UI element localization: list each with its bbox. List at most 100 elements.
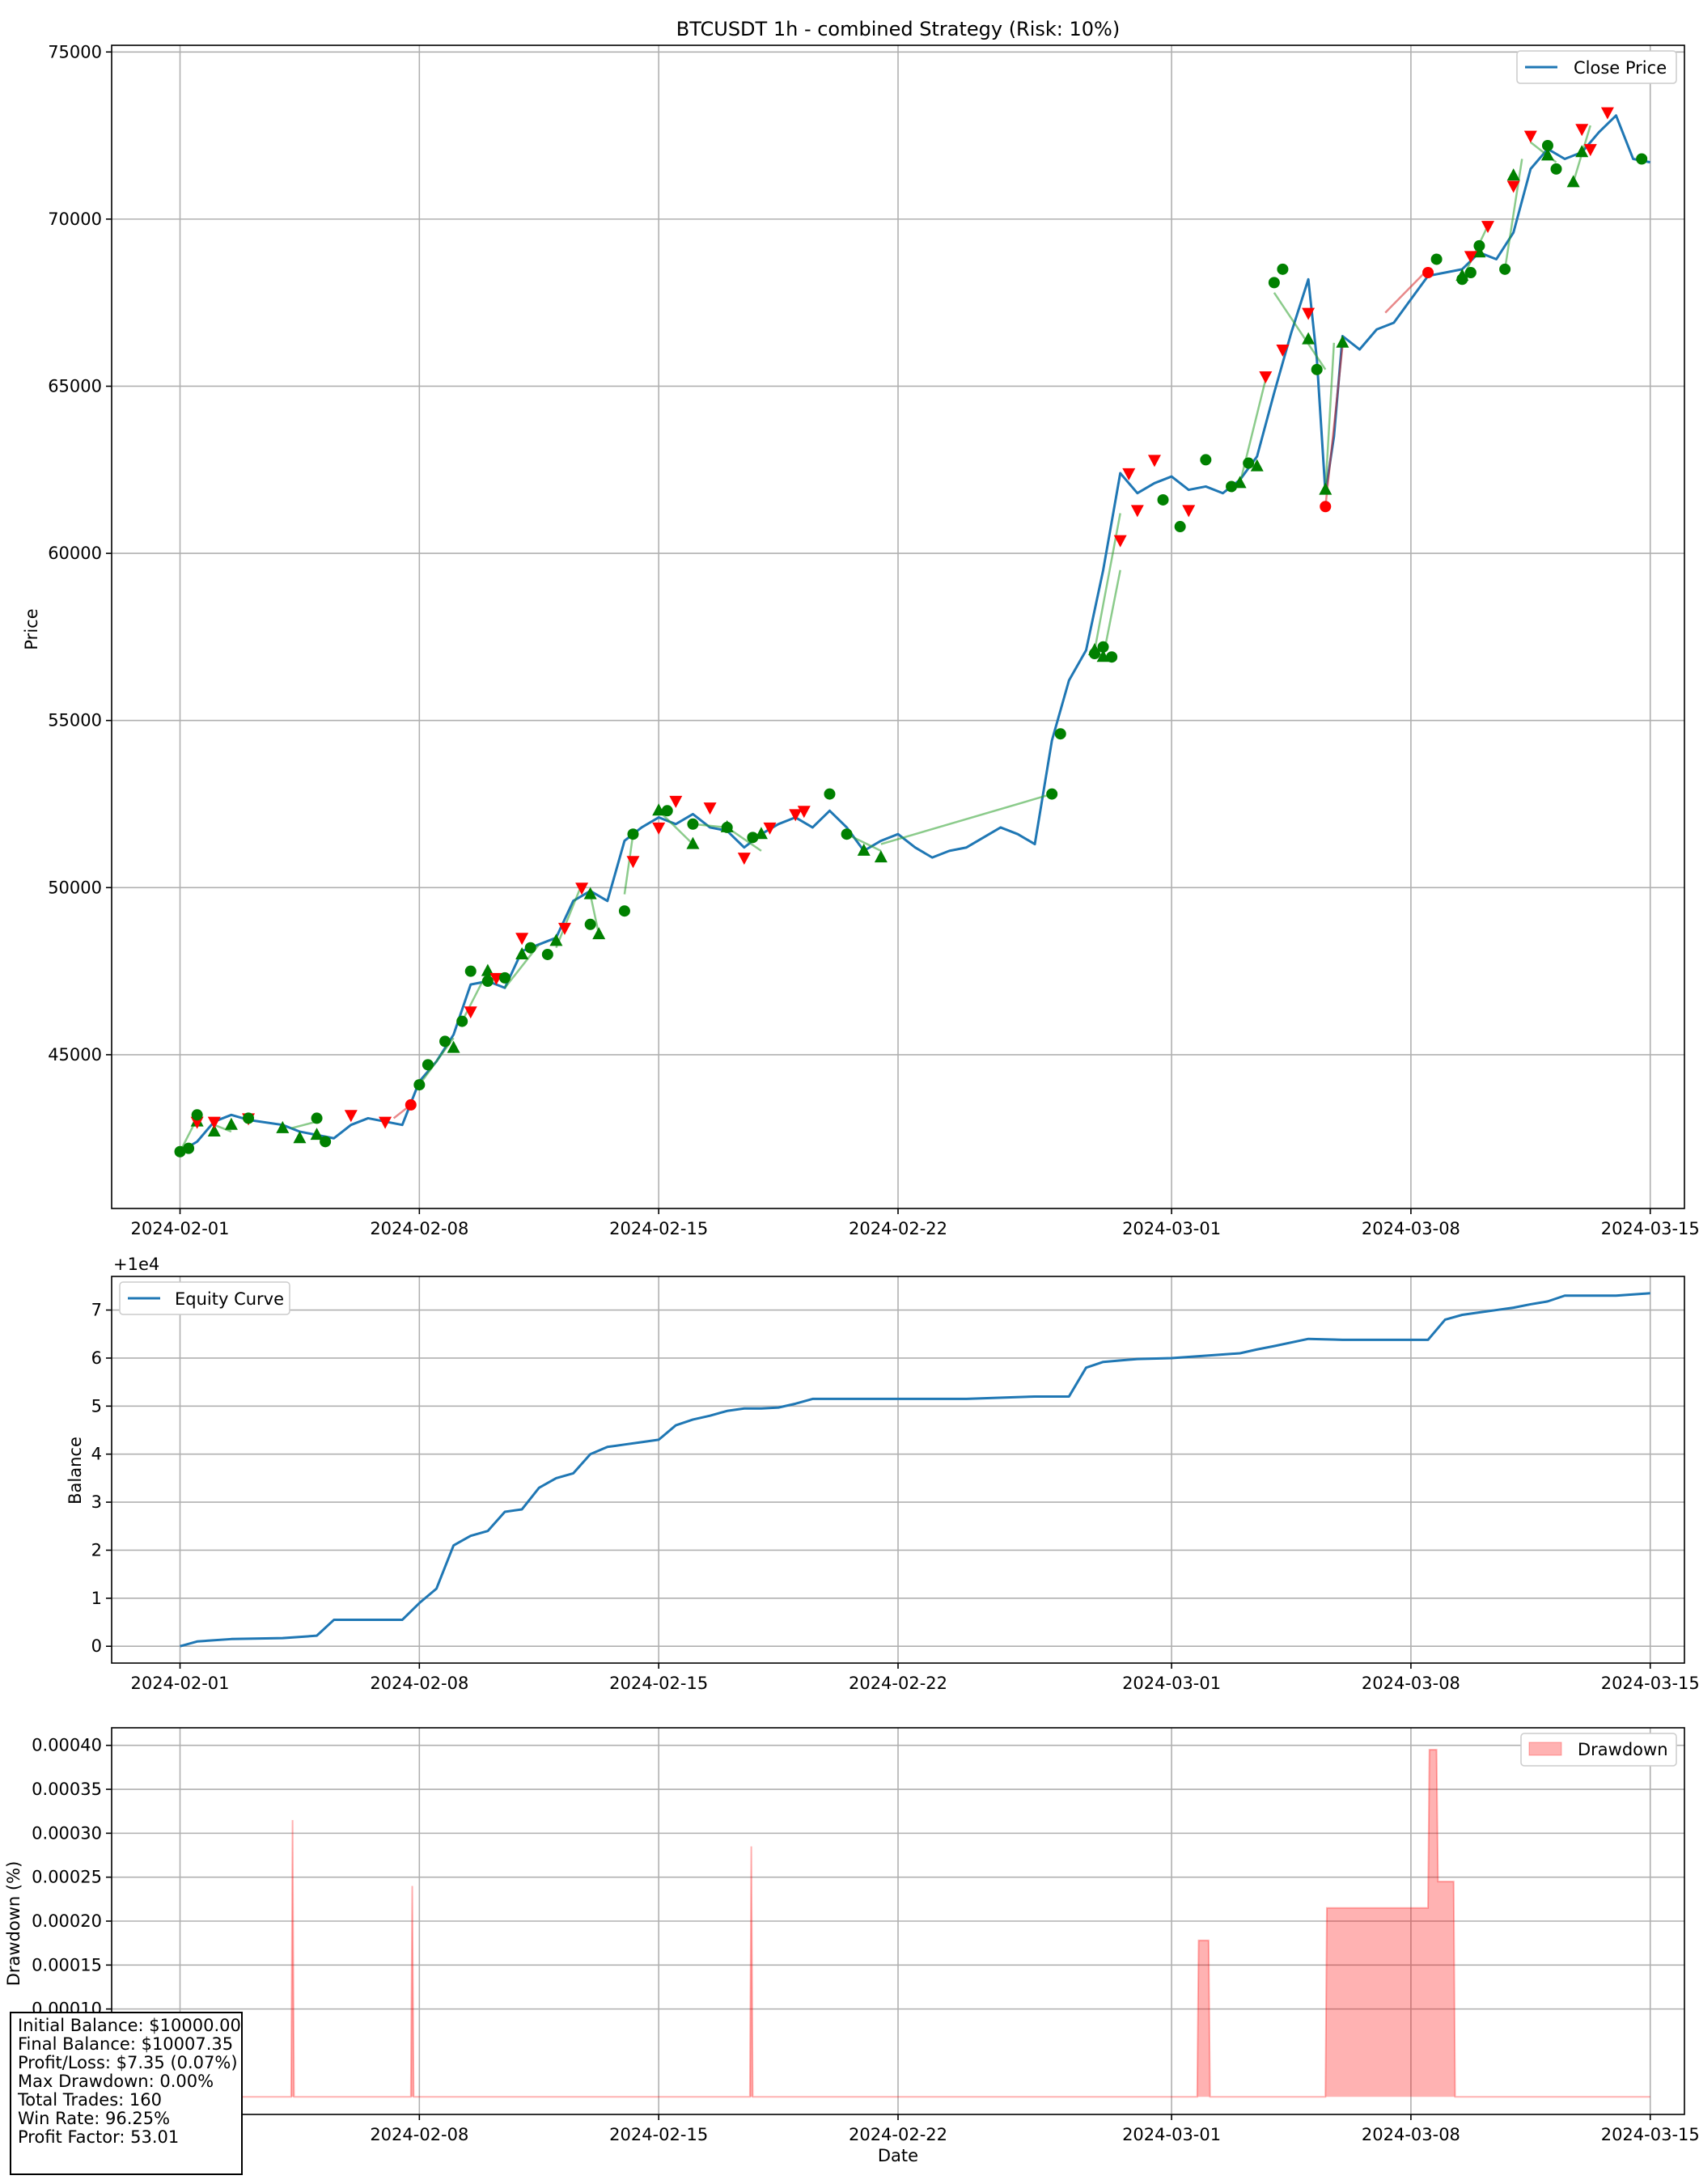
win-exit-dot [1200, 454, 1212, 466]
exit-marker [763, 822, 777, 835]
equity-y-ticks: 0 1 2 3 4 5 6 7 [91, 1301, 112, 1656]
x-tick-label: 2024-02-01 [130, 1674, 229, 1693]
win-exit-dot [627, 828, 639, 840]
win-exit-dot [524, 942, 536, 954]
win-exit-dot [1243, 457, 1255, 469]
win-exit-dot [439, 1035, 451, 1048]
x-tick-label: 2024-02-08 [370, 1674, 468, 1693]
exit-marker [737, 853, 751, 866]
win-exit-dot [1541, 139, 1553, 151]
drawdown-legend: Drawdown [1520, 1733, 1677, 1767]
exit-marker [652, 822, 666, 835]
y-tick-label: 1 [91, 1589, 102, 1608]
win-exit-dot [1174, 521, 1186, 533]
price-grid [112, 45, 1684, 1208]
drawdown-chart-xlabel: Date [878, 2146, 918, 2165]
stat-max-drawdown: Max Drawdown: 0.00% [18, 2072, 214, 2091]
equity-x-ticks: 2024-02-01 2024-02-08 2024-02-15 2024-02-22… [130, 1663, 1699, 1693]
equity-plot-frame [111, 1276, 1685, 1664]
win-exit-dot [1268, 277, 1280, 289]
x-tick-label: 2024-02-22 [849, 1219, 947, 1238]
stat-initial-balance: Initial Balance: $10000.00 [18, 2016, 241, 2035]
win-exit-dot [191, 1109, 203, 1121]
y-tick-label: 60000 [48, 544, 102, 563]
x-tick-label: 2024-02-01 [130, 1219, 229, 1238]
x-tick-label: 2024-03-01 [1122, 1674, 1221, 1693]
y-tick-label: 55000 [48, 711, 102, 730]
win-exit-dot [499, 971, 511, 984]
entry-marker [874, 850, 888, 863]
y-tick-label: 7 [91, 1301, 102, 1320]
y-tick-label: 0.00030 [32, 1823, 102, 1843]
win-exit-dot [422, 1059, 434, 1071]
drawdown-grid [112, 1728, 1684, 2114]
plot-clip-group [174, 107, 1651, 1158]
win-exit-dot [618, 905, 630, 917]
win-exit-dot [1089, 648, 1100, 660]
exit-marker [703, 802, 717, 815]
exit-marker [379, 1116, 392, 1129]
equity-legend: Equity Curve [119, 1281, 290, 1315]
exit-marker [1583, 144, 1597, 157]
plot-clip-group [180, 1292, 1650, 1648]
exit-marker [797, 806, 811, 819]
stat-total-trades: Total Trades: 160 [18, 2090, 162, 2110]
losing-trade-line [1384, 268, 1429, 314]
x-tick-label: 2024-03-01 [1122, 2125, 1221, 2144]
win-exit-dot [1456, 273, 1468, 286]
win-exit-dot [1106, 651, 1118, 663]
trade-line [880, 793, 1053, 845]
drawdown-plot-area [112, 1749, 1650, 2098]
price-plot-frame [111, 44, 1685, 1209]
exit-marker [789, 809, 803, 822]
exit-marker [1481, 221, 1494, 234]
entry-marker [1250, 459, 1264, 472]
drawdown-x-ticks: 2024-02-012024-02-082024-02-152024-02-22… [130, 2114, 1699, 2144]
entry-marker [207, 1124, 221, 1136]
stat-final-balance: Final Balance: $10007.35 [18, 2034, 234, 2054]
x-tick-label: 2024-02-22 [849, 2125, 947, 2144]
exit-marker [1147, 455, 1161, 468]
exit-marker [1523, 130, 1537, 143]
drawdown-legend-box [1520, 1733, 1677, 1767]
y-tick-label: 0.00040 [32, 1736, 102, 1755]
stats-box: Initial Balance: $10000.00 Final Balance… [10, 2012, 243, 2175]
drawdown-legend-label: Drawdown [1578, 1740, 1668, 1759]
entry-marker [1336, 335, 1349, 348]
drawdown-legend-swatch [1528, 1742, 1562, 1756]
exit-marker [1182, 505, 1196, 518]
entry-marker [447, 1040, 460, 1053]
trade-line [623, 834, 634, 895]
win-exit-dot [183, 1142, 195, 1154]
exit-marker [1600, 107, 1614, 120]
entry-marker [224, 1117, 238, 1130]
drawdown-area [112, 1749, 1650, 2098]
equity-legend-box [119, 1281, 290, 1315]
stat-win-rate: Win Rate: 96.25% [18, 2109, 171, 2128]
equity-chart: +1e4 Balance 2024-02-01 2024-02-08 2024-02… [66, 1255, 1699, 1693]
win-exit-dot [174, 1145, 186, 1158]
exit-marker [1259, 371, 1273, 384]
win-exit-dot [1464, 266, 1477, 278]
entry-marker [293, 1131, 307, 1144]
win-exit-dot [456, 1015, 468, 1027]
win-exit-dot [721, 821, 733, 833]
entry-marker [583, 887, 597, 899]
trade-line [589, 894, 600, 935]
equity-curve-line [180, 1292, 1650, 1648]
y-tick-label: 0.00025 [32, 1868, 102, 1887]
y-tick-label: 0 [91, 1636, 102, 1656]
x-tick-label: 2024-02-22 [849, 1674, 947, 1693]
price-legend-box [1516, 50, 1677, 84]
exit-marker [1122, 468, 1136, 480]
entry-marker [1302, 332, 1316, 345]
x-tick-label: 2024-03-08 [1362, 2125, 1460, 2144]
equity-plot-area [180, 1292, 1650, 1648]
entry-marker [1540, 148, 1554, 161]
exit-marker [1464, 251, 1477, 264]
exit-marker [464, 1006, 477, 1019]
price-y-ticks: 45000 50000 55000 60000 65000 70000 75000 [48, 42, 112, 1064]
win-exit-dot [481, 976, 494, 988]
exit-marker [575, 882, 589, 895]
